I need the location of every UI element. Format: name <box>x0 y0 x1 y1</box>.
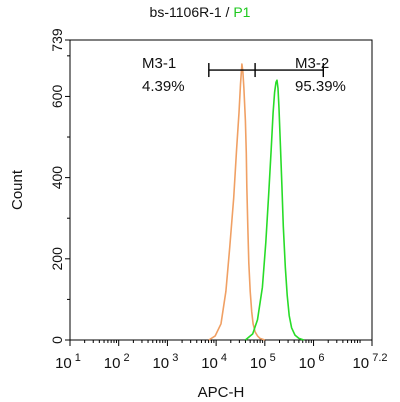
x-tick-exponent: 6 <box>315 352 324 364</box>
plot-frame <box>69 39 373 341</box>
gate-m3-2-percent: 95.39% <box>295 78 346 95</box>
x-tick-base: 10 <box>352 355 369 372</box>
x-tick-label: 10 4 <box>201 352 227 372</box>
x-tick-exponent: 2 <box>120 352 129 364</box>
y-tick-label: 0 <box>49 336 65 344</box>
y-axis-label: Count <box>9 169 26 210</box>
gate-m3-1-name: M3-1 <box>142 55 176 72</box>
y-tick-label: 400 <box>49 166 65 190</box>
x-tick-base: 10 <box>55 355 72 372</box>
gate-m3-2-name: M3-2 <box>295 55 329 72</box>
x-tick-label: 10 1 <box>55 352 81 372</box>
title-series-name: P1 <box>233 4 251 20</box>
histogram-line-p1 <box>244 79 305 341</box>
x-tick-exponent: 1 <box>72 352 81 364</box>
gate-m3-1-percent: 4.39% <box>142 78 185 95</box>
x-tick-exponent: 7.2 <box>369 352 387 364</box>
y-tick-label: 739 <box>49 28 65 52</box>
y-tick-label: 600 <box>49 85 65 109</box>
x-tick-label: 10 6 <box>299 352 325 372</box>
y-tick-label: 200 <box>49 247 65 271</box>
x-tick-exponent: 5 <box>267 352 276 364</box>
x-tick-label: 10 7.2 <box>352 352 387 372</box>
histogram-line-control <box>208 63 266 341</box>
x-tick-base: 10 <box>299 355 316 372</box>
x-tick-exponent: 3 <box>169 352 178 364</box>
x-axis-label: APC-H <box>198 384 245 401</box>
x-tick-label: 10 5 <box>250 352 276 372</box>
x-tick-label: 10 3 <box>152 352 178 372</box>
chart-title: bs-1106R-1 / P1 <box>0 4 400 20</box>
x-tick-exponent: 4 <box>218 352 227 364</box>
x-tick-base: 10 <box>201 355 218 372</box>
title-sample-text: bs-1106R-1 / <box>149 4 234 20</box>
x-tick-base: 10 <box>104 355 121 372</box>
x-tick-base: 10 <box>250 355 267 372</box>
x-tick-base: 10 <box>152 355 169 372</box>
x-tick-label: 10 2 <box>104 352 130 372</box>
